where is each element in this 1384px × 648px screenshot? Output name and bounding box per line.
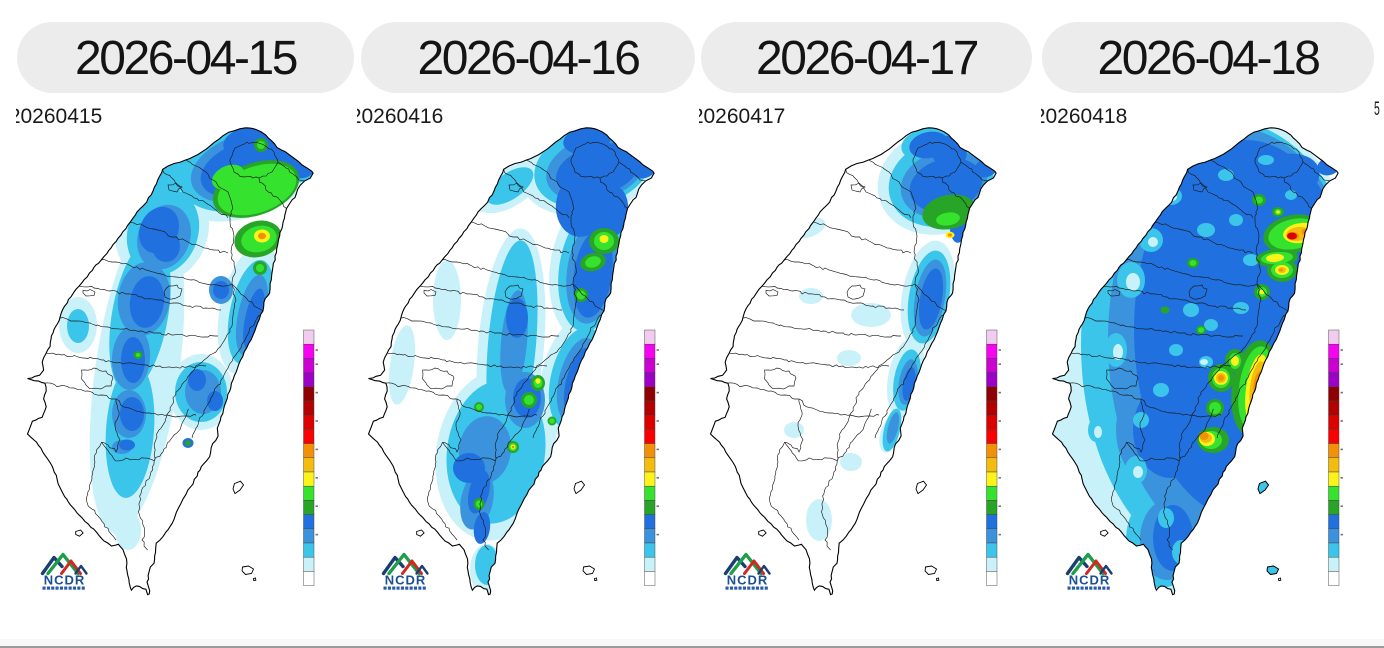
- svg-text:NCDR: NCDR: [727, 573, 769, 588]
- svg-text:NCDR: NCDR: [43, 573, 85, 588]
- svg-text:20260417: 20260417: [699, 105, 785, 128]
- svg-text:20260415: 20260415: [16, 105, 102, 128]
- svg-text:NCDR: NCDR: [1068, 573, 1110, 588]
- svg-text:20260416: 20260416: [357, 105, 443, 128]
- svg-text:NCDR: NCDR: [385, 573, 427, 588]
- svg-text:20260418: 20260418: [1041, 105, 1127, 128]
